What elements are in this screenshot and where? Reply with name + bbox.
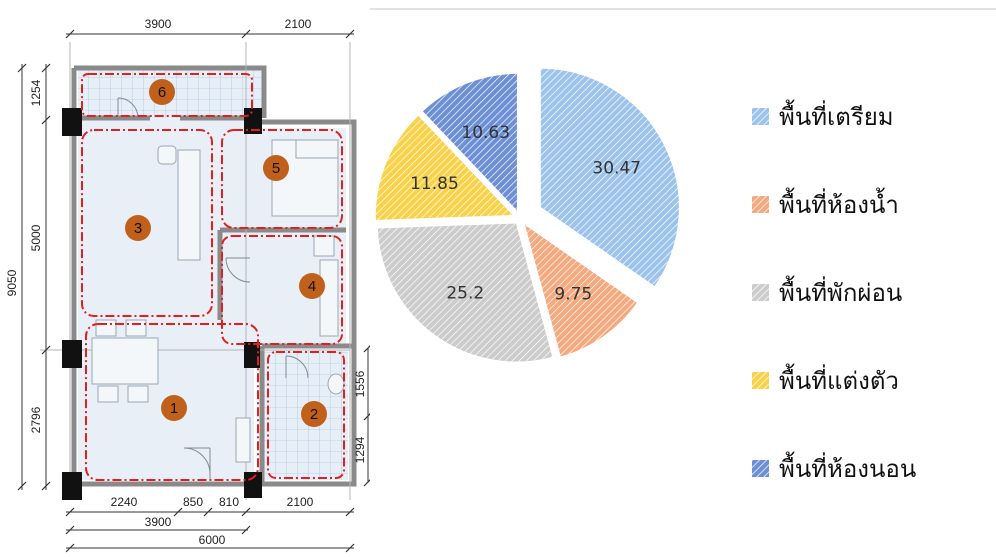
floor-plan: 6 3 5 4 1 2 3900 2100 2240 850 810 2100 … <box>5 17 370 553</box>
zone-label-5: 5 <box>272 160 280 177</box>
dim-right-lower: 1294 <box>353 436 367 463</box>
legend-swatch-bathroom <box>752 195 769 213</box>
zone-label-2: 2 <box>310 406 318 423</box>
pie-slice-rest <box>375 221 555 364</box>
dim-bottom-mid: 3900 <box>145 515 172 529</box>
pie-slice-bathroom <box>521 220 640 359</box>
legend-swatch-prep <box>752 107 769 125</box>
pie-value-label-bathroom: 9.75 <box>554 284 592 304</box>
pie-slices <box>373 66 681 364</box>
legend-label-rest: พื้นที่พักผ่อน <box>779 278 903 307</box>
zone-label-3: 3 <box>134 220 142 237</box>
dim-top-right: 2100 <box>285 17 312 31</box>
dim-right-upper: 1556 <box>353 370 367 397</box>
zone-label-6: 6 <box>158 84 166 101</box>
dim-bottom-d: 2100 <box>287 495 314 509</box>
zone-label-4: 4 <box>308 278 316 295</box>
zone-badges <box>125 79 327 427</box>
dim-top-left: 3900 <box>145 17 172 31</box>
legend-label-bathroom: พื้นที่ห้องน้ำ <box>779 190 899 219</box>
legend-label-dressing: พื้นที่แต่งตัว <box>779 366 899 395</box>
dim-left-overall: 9050 <box>5 269 19 296</box>
legend-label-prep: พื้นที่เตรียม <box>779 102 894 131</box>
legend-swatch-bedroom <box>752 459 769 477</box>
dim-left-top: 1254 <box>29 79 43 106</box>
pie-slice-dressing <box>373 112 518 222</box>
dim-bottom-overall: 6000 <box>199 533 226 547</box>
pie-slice-prep <box>538 66 681 289</box>
legend-item-rest: พื้นที่พักผ่อน <box>752 248 992 336</box>
zone-label-1: 1 <box>170 400 178 417</box>
pie-value-label-bedroom: 10.63 <box>461 123 510 143</box>
pie-value-label-rest: 25.2 <box>446 283 484 303</box>
legend-item-bedroom: พื้นที่ห้องนอน <box>752 424 992 512</box>
legend-label-bedroom: พื้นที่ห้องนอน <box>779 454 917 483</box>
legend-swatch-rest <box>752 283 769 301</box>
legend-item-dressing: พื้นที่แต่งตัว <box>752 336 992 424</box>
pie-chart: 30.47 9.75 25.2 11.85 10.63 <box>373 66 681 364</box>
pie-value-label-prep: 30.47 <box>592 158 641 178</box>
legend-item-bathroom: พื้นที่ห้องน้ำ <box>752 160 992 248</box>
dim-left-bottom: 2796 <box>29 406 43 433</box>
dim-bottom-a: 2240 <box>111 495 138 509</box>
dim-bottom-c: 810 <box>219 495 239 509</box>
legend: พื้นที่เตรียม พื้นที่ห้องน้ำ พื้นที่พักผ… <box>752 72 992 512</box>
legend-swatch-dressing <box>752 371 769 389</box>
top-divider-line <box>370 8 996 10</box>
pie-slice-bedroom <box>420 71 519 216</box>
dim-left-middle: 5000 <box>29 224 43 251</box>
dim-bottom-b: 850 <box>183 495 203 509</box>
legend-item-prep: พื้นที่เตรียม <box>752 72 992 160</box>
pie-value-label-dressing: 11.85 <box>410 174 459 194</box>
pie-labels: 30.47 9.75 25.2 11.85 10.63 <box>410 123 641 304</box>
